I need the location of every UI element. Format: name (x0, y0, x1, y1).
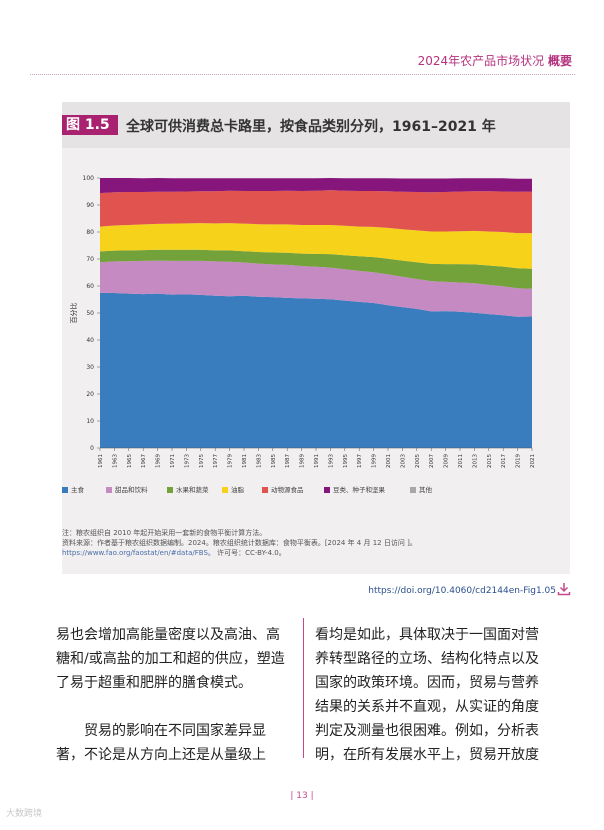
x-tick-label: 2021 (530, 454, 536, 468)
area-series-3 (100, 249, 532, 289)
legend-swatch (106, 487, 112, 493)
x-tick-label: 1983 (256, 454, 262, 468)
y-tick-label: 50 (86, 310, 94, 317)
source-line: 资料来源：作者基于粮农组织数据编制。2024。粮农组织统计数据库：食物平衡表。[… (62, 539, 417, 547)
y-axis-label: 百分比 (69, 303, 78, 324)
y-tick-label: 40 (86, 337, 94, 344)
y-tick-label: 20 (86, 391, 94, 398)
doi-link[interactable]: https://doi.org/10.4060/cd2144en-Fig1.05 (368, 586, 556, 596)
legend-item: 豆类、种子和坚果 (324, 484, 385, 494)
paragraph: 看均是如此，具体取决于一国面对营养转型路径的立场、结构化特点以及国家的政策环境。… (315, 627, 539, 763)
body-column-right: 看均是如此，具体取决于一国面对营养转型路径的立场、结构化特点以及国家的政策环境。… (315, 623, 551, 767)
x-tick-label: 1999 (372, 454, 378, 468)
source-url-line: https://www.fao.org/faostat/en/#data/FBS… (62, 548, 562, 558)
x-tick-label: 2001 (386, 454, 392, 468)
y-tick-label: 0 (90, 445, 94, 452)
legend-swatch (324, 487, 330, 493)
header-title: 2024年农产品市场状况 (417, 54, 545, 68)
x-tick-label: 1997 (357, 454, 363, 468)
x-tick-label: 1993 (328, 454, 334, 468)
area-series-5 (100, 190, 532, 234)
y-tick-label: 100 (83, 175, 95, 182)
source-link[interactable]: https://www.fao.org/faostat/en/#data/FBS… (62, 549, 215, 557)
note-line: 注：粮农组织自 2010 年起开始采用一套新的食物平衡计算方法。 (62, 529, 267, 537)
figure-title: 全球可供消费总卡路里，按食品类别分列，1961–2021 年 (126, 119, 496, 135)
area-series-2 (100, 260, 532, 317)
running-header: 2024年农产品市场状况 概要 (418, 52, 572, 69)
page-number: | 13 | (290, 791, 314, 801)
figure-tag: 图 1.5 (62, 115, 118, 135)
legend-label: 主食 (71, 486, 84, 494)
x-tick-label: 1975 (199, 454, 205, 468)
x-tick-label: 1973 (184, 454, 190, 468)
area-series-1 (100, 292, 532, 448)
x-tick-label: 1987 (285, 454, 291, 468)
x-tick-label: 2007 (429, 454, 435, 468)
y-tick-label: 70 (86, 256, 94, 263)
x-tick-label: 2003 (400, 454, 406, 468)
y-tick-label: 90 (86, 202, 94, 209)
y-tick-label: 60 (86, 283, 94, 290)
download-icon[interactable] (557, 582, 571, 596)
header-bold: 概要 (547, 54, 572, 68)
x-tick-label: 1991 (314, 454, 320, 468)
legend-item: 主食 (62, 484, 84, 494)
area-series-6 (100, 178, 532, 194)
x-tick-label: 1967 (141, 454, 147, 468)
legend-label: 豆类、种子和坚果 (333, 486, 385, 494)
x-tick-label: 1981 (242, 454, 248, 468)
y-tick-label: 80 (86, 229, 94, 236)
x-tick-label: 2013 (472, 454, 478, 468)
x-tick-label: 1995 (343, 454, 349, 468)
x-tick-label: 1963 (112, 454, 118, 468)
y-tick-label: 10 (86, 418, 94, 425)
x-tick-label: 2017 (501, 454, 507, 468)
legend-item: 水果和蔬菜 (167, 484, 209, 494)
x-tick-label: 1985 (271, 454, 277, 468)
figure-header: 图 1.5 全球可供消费总卡路里，按食品类别分列，1961–2021 年 (62, 102, 570, 148)
header-rule (30, 74, 575, 75)
legend-swatch (410, 487, 416, 493)
legend-label: 其他 (419, 486, 432, 494)
x-tick-label: 1979 (228, 454, 234, 468)
legend-label: 动物源食品 (271, 486, 304, 494)
legend-item: 油脂 (222, 484, 244, 494)
legend-item: 甜品和饮料 (106, 484, 148, 494)
stacked-area-chart: 0 10 20 30 40 50 60 70 80 90 100 百分比 1961 1963 1965 196… (69, 175, 536, 468)
x-tick-label: 2009 (444, 454, 450, 468)
body-column-left: 易也会增加高能量密度以及高油、高糖和/或高盐的加工和超的供应，塑造了易于超重和肥… (56, 623, 292, 767)
legend-swatch (262, 487, 268, 493)
legend-label: 水果和蔬菜 (176, 486, 209, 494)
x-tick-label: 1965 (127, 454, 133, 468)
x-tick-label: 1969 (156, 454, 162, 468)
x-tick-label: 1961 (98, 454, 104, 468)
legend-swatch (167, 487, 173, 493)
x-tick-label: 2019 (516, 454, 522, 468)
column-divider (303, 618, 304, 758)
legend-item: 其他 (410, 484, 432, 494)
y-tick-label: 30 (86, 364, 94, 371)
figure-notes: 注：粮农组织自 2010 年起开始采用一套新的食物平衡计算方法。 资料来源：作者… (62, 528, 562, 558)
paragraph: 贸易的影响在不同国家差异显著，不论是从方向上还是从量级上 (56, 723, 266, 763)
x-tick-label: 1977 (213, 454, 219, 468)
legend-swatch (222, 487, 228, 493)
legend-swatch (62, 487, 68, 493)
license-text: 许可号：CC-BY-4.0。 (217, 549, 286, 557)
legend-item: 动物源食品 (262, 484, 304, 494)
x-tick-label: 2005 (415, 454, 421, 468)
figure-panel: 图 1.5 全球可供消费总卡路里，按食品类别分列，1961–2021 年 0 10… (62, 102, 570, 574)
x-tick-label: 2011 (458, 454, 464, 468)
x-tick-label: 1989 (300, 454, 306, 468)
legend-label: 甜品和饮料 (115, 486, 148, 494)
paragraph: 易也会增加高能量密度以及高油、高糖和/或高盐的加工和超的供应，塑造了易于超重和肥… (56, 627, 285, 691)
x-tick-label: 1971 (170, 454, 176, 468)
legend-label: 油脂 (231, 486, 244, 494)
watermark: 大数跨境 (6, 809, 43, 819)
area-series-4 (100, 223, 532, 269)
x-tick-label: 2015 (487, 454, 493, 468)
